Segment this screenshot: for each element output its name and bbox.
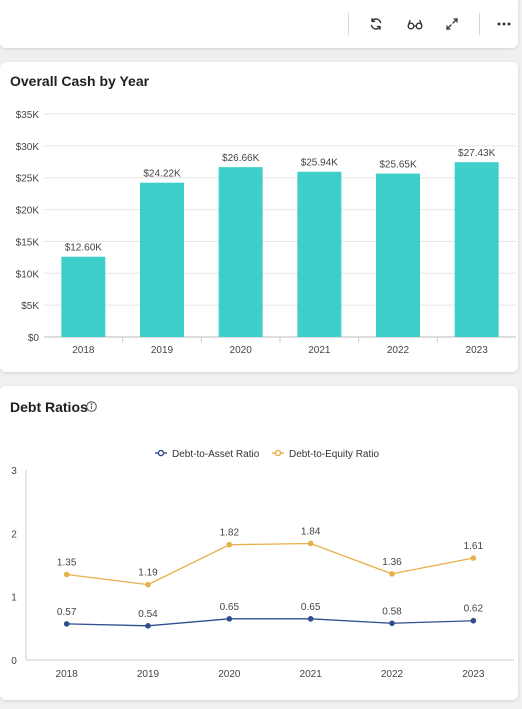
data-label: $12.60K bbox=[65, 243, 103, 254]
data-label: 0.65 bbox=[220, 602, 240, 613]
x-tick-label: 2023 bbox=[466, 345, 489, 356]
data-point bbox=[389, 620, 395, 627]
y-tick-label: 1 bbox=[11, 593, 17, 604]
data-label: 1.84 bbox=[301, 526, 321, 537]
legend-label: Debt-to-Equity Ratio bbox=[289, 449, 379, 460]
data-point bbox=[389, 571, 395, 577]
bar-chart: $0 $5K $10K $15K $20K $25K $30K $35K $12.60K 2018… bbox=[16, 110, 516, 356]
x-tick-label: 2023 bbox=[462, 669, 485, 680]
chart-title: Overall Cash by Year bbox=[10, 73, 150, 89]
x-tick-label: 2019 bbox=[151, 345, 174, 356]
info-icon[interactable] bbox=[86, 401, 97, 412]
y-tick-label: 2 bbox=[11, 529, 17, 540]
y-tick-label: $25K bbox=[16, 174, 40, 185]
x-tick-label: 2020 bbox=[218, 669, 241, 680]
legend-label: Debt-to-Asset Ratio bbox=[172, 449, 260, 460]
x-tick-label: 2018 bbox=[72, 345, 95, 356]
toolbar-divider bbox=[479, 13, 480, 35]
x-tick-label: 2022 bbox=[387, 345, 410, 356]
y-tick-label: 0 bbox=[11, 656, 17, 667]
x-tick-label: 2022 bbox=[381, 669, 404, 680]
expand-icon[interactable] bbox=[438, 10, 466, 38]
data-label: $24.22K bbox=[143, 169, 181, 180]
data-label: 0.65 bbox=[301, 602, 321, 613]
line-chart: 0 1 2 3 2018 2019 2020 2021 2022 2023 Debt-to-Asse… bbox=[11, 449, 514, 680]
data-label: 0.54 bbox=[138, 609, 158, 620]
refresh-icon[interactable] bbox=[362, 10, 390, 38]
y-tick-label: $35K bbox=[16, 110, 40, 121]
y-tick-label: $30K bbox=[16, 142, 40, 153]
y-tick-label: $10K bbox=[16, 269, 40, 280]
data-point bbox=[307, 540, 314, 547]
data-label: 0.58 bbox=[382, 606, 402, 617]
data-label: $25.94K bbox=[301, 158, 339, 169]
data-point bbox=[226, 616, 233, 622]
data-point bbox=[470, 555, 477, 561]
series-line bbox=[66, 542, 474, 586]
x-tick-label: 2020 bbox=[230, 345, 253, 356]
x-tick-label: 2019 bbox=[137, 669, 160, 680]
glasses-icon[interactable] bbox=[401, 10, 429, 38]
data-label: 0.57 bbox=[57, 607, 77, 618]
data-point bbox=[63, 571, 70, 578]
data-point bbox=[226, 541, 233, 548]
data-point bbox=[63, 621, 70, 627]
legend-swatch-marker bbox=[157, 449, 165, 457]
data-label: 0.62 bbox=[464, 604, 484, 615]
more-icon[interactable] bbox=[490, 10, 518, 38]
debt-ratios-card: Debt Ratios 0 1 2 3 2018 2019 2020 2021 2022 2023… bbox=[0, 386, 518, 700]
y-tick-label: $0 bbox=[28, 333, 40, 344]
bar bbox=[297, 171, 342, 337]
x-tick-label: 2021 bbox=[300, 669, 323, 680]
bar bbox=[376, 173, 420, 337]
data-label: $27.43K bbox=[458, 148, 496, 159]
bar bbox=[140, 182, 184, 337]
data-point bbox=[470, 617, 477, 624]
data-label: 1.35 bbox=[57, 558, 77, 569]
y-tick-label: 3 bbox=[11, 466, 17, 477]
y-tick-label: $15K bbox=[16, 237, 40, 248]
data-label: $25.65K bbox=[379, 160, 417, 171]
data-point bbox=[145, 623, 151, 629]
y-tick-label: $5K bbox=[21, 301, 39, 312]
data-label: 1.19 bbox=[138, 568, 158, 579]
toolbar-divider bbox=[348, 13, 349, 35]
chart-title: Debt Ratios bbox=[10, 399, 88, 415]
bar bbox=[454, 162, 499, 337]
bar bbox=[61, 256, 106, 337]
data-point bbox=[145, 581, 151, 588]
data-label: 1.82 bbox=[220, 528, 240, 539]
data-label: 1.36 bbox=[382, 557, 402, 568]
x-tick-label: 2018 bbox=[56, 669, 79, 680]
cash-chart-card: Overall Cash by Year $0 $5K $10K $15K $20K $2… bbox=[0, 62, 518, 372]
x-tick-label: 2021 bbox=[308, 345, 331, 356]
data-point bbox=[307, 616, 314, 622]
toolbar bbox=[0, 0, 518, 48]
data-label: 1.61 bbox=[464, 541, 484, 552]
data-label: $26.66K bbox=[222, 153, 260, 164]
y-tick-label: $20K bbox=[16, 206, 40, 217]
bar bbox=[218, 167, 263, 337]
series-line bbox=[66, 618, 474, 627]
legend-swatch-marker bbox=[274, 449, 282, 457]
